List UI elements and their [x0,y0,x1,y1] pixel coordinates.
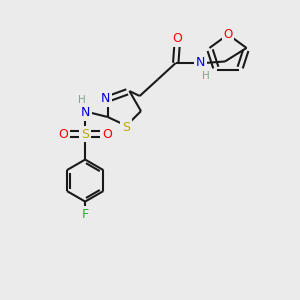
Text: O: O [58,128,68,141]
Text: N: N [196,56,205,70]
Text: H: H [78,95,86,105]
Text: H: H [202,70,210,81]
Text: N: N [80,106,90,119]
Text: O: O [172,32,182,45]
Text: N: N [100,92,110,106]
Text: F: F [82,208,89,221]
Text: O: O [102,128,112,141]
Text: S: S [122,121,130,134]
Text: O: O [224,28,232,41]
Text: S: S [81,128,89,141]
